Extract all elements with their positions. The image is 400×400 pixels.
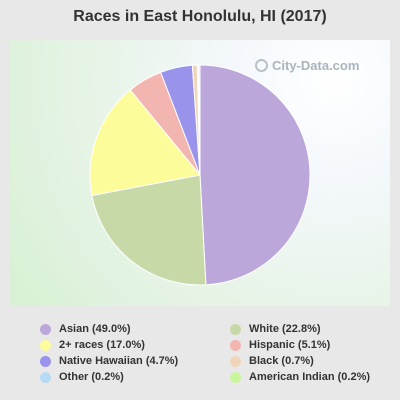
pie-slice-2-races [89, 89, 201, 197]
pie-slice-asian [199, 64, 311, 286]
chart-title: Races in East Honolulu, HI (2017) [73, 8, 327, 25]
pie-slice-american-indian [198, 64, 201, 176]
legend-item: Other (0.2%) [40, 370, 230, 384]
legend-label: Native Hawaiian (4.7%) [59, 355, 179, 367]
watermark-text: City-Data.com [272, 58, 360, 73]
legend-swatch [230, 323, 241, 335]
legend-item: Hispanic (5.1%) [230, 338, 400, 352]
magnifier-icon [255, 59, 268, 72]
watermark: City-Data.com [255, 58, 359, 73]
legend-swatch [230, 355, 241, 367]
legend-label: White (22.8%) [249, 323, 321, 335]
legend-label: Other (0.2%) [59, 371, 124, 383]
legend-item: 2+ races (17.0%) [40, 338, 230, 352]
legend-item: White (22.8%) [230, 322, 400, 336]
legend-item: Native Hawaiian (4.7%) [40, 354, 230, 368]
legend-swatch [40, 339, 51, 351]
legend-item: Black (0.7%) [230, 354, 400, 368]
legend-swatch [230, 371, 241, 383]
legend-swatch [230, 339, 241, 351]
pie-chart [89, 64, 311, 286]
legend-label: 2+ races (17.0%) [59, 339, 145, 351]
legend-label: Hispanic (5.1%) [249, 339, 331, 351]
legend-swatch [40, 371, 51, 383]
legend-item: American Indian (0.2%) [230, 370, 400, 384]
legend-swatch [40, 355, 51, 367]
legend-label: Asian (49.0%) [59, 323, 131, 335]
legend-label: American Indian (0.2%) [249, 371, 371, 383]
legend: Asian (49.0%) White (22.8%) 2+ races (17.0… [40, 322, 400, 384]
legend-label: Black (0.7%) [249, 355, 314, 367]
legend-item: Asian (49.0%) [40, 322, 230, 336]
pie-slice-white [91, 174, 207, 286]
legend-swatch [40, 323, 51, 335]
